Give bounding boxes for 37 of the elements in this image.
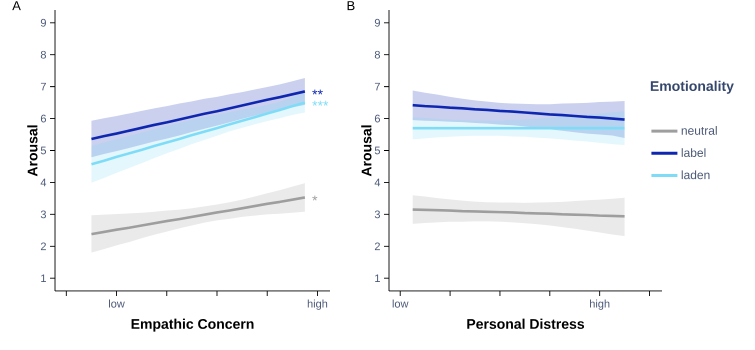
annotation: ** bbox=[312, 90, 323, 95]
x-axis-title: Empathic Concern bbox=[132, 318, 254, 332]
y-axis-title: Arousal bbox=[27, 125, 38, 176]
line-series bbox=[411, 104, 626, 121]
y-tick-label: 7 bbox=[40, 82, 46, 90]
y-tick-label: 9 bbox=[374, 18, 380, 27]
x-tick-label: high bbox=[308, 300, 328, 310]
legend-label: laden bbox=[682, 170, 710, 180]
legend-label: label bbox=[682, 148, 706, 158]
y-tick-label: 6 bbox=[40, 114, 46, 122]
y-tick-label: 3 bbox=[374, 210, 380, 218]
y-tick-label: 4 bbox=[374, 178, 380, 186]
y-tick-label: 8 bbox=[40, 50, 46, 59]
y-axis-title: Arousal bbox=[361, 125, 372, 176]
y-tick-label: 4 bbox=[40, 178, 46, 186]
y-tick-label: 5 bbox=[40, 146, 46, 154]
line-series bbox=[90, 101, 306, 166]
x-tick-label: high bbox=[590, 300, 610, 310]
x-axis-title: Personal Distress bbox=[467, 318, 584, 329]
y-tick-label: 7 bbox=[374, 82, 380, 90]
x-tick-label: low bbox=[109, 300, 125, 308]
y-tick-label: 1 bbox=[375, 274, 380, 282]
y-tick-label: 9 bbox=[40, 18, 46, 27]
legend-title: Emotionality bbox=[650, 80, 734, 94]
y-tick-label: 1 bbox=[41, 274, 46, 282]
annotation: * bbox=[312, 196, 318, 201]
y-tick-label: 6 bbox=[374, 114, 380, 122]
legend-label: neutral bbox=[682, 126, 717, 135]
y-tick-label: 2 bbox=[40, 242, 46, 250]
y-tick-label: 8 bbox=[374, 50, 380, 59]
y-tick-label: 3 bbox=[40, 210, 46, 218]
chart-title: A bbox=[12, 1, 21, 10]
y-tick-label: 2 bbox=[374, 242, 380, 250]
annotation: *** bbox=[312, 100, 328, 106]
y-tick-label: 5 bbox=[374, 146, 380, 154]
x-tick-label: low bbox=[392, 300, 408, 308]
chart-title: B bbox=[348, 1, 355, 10]
